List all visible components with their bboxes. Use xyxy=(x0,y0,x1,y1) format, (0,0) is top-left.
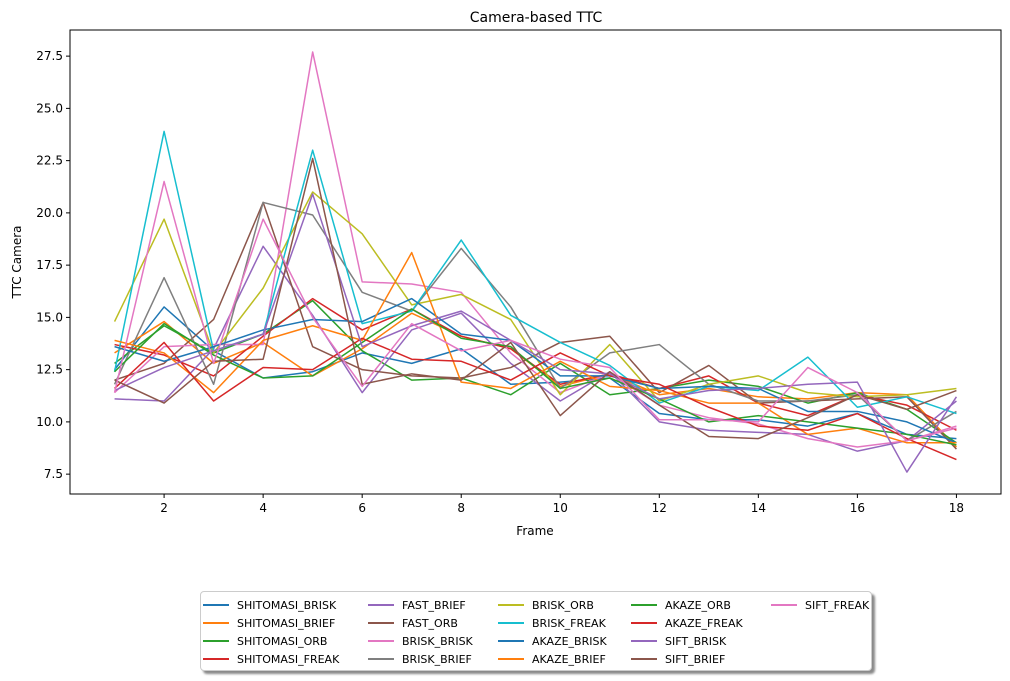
legend-item-brisk-brisk: BRISK_BRISK xyxy=(368,633,473,649)
legend-swatch xyxy=(368,604,394,606)
series-line-fast-brief xyxy=(114,245,957,452)
x-tick-label: 6 xyxy=(358,501,366,515)
series-line-akaze-freak xyxy=(114,337,957,461)
legend-label: SHITOMASI_ORB xyxy=(237,634,328,648)
legend-label: BRISK_BRIEF xyxy=(402,652,472,666)
legend-item-brisk-freak: BRISK_FREAK xyxy=(498,615,606,631)
legend-item-shitomasi-freak: SHITOMASI_FREAK xyxy=(203,651,339,667)
legend-item-shitomasi-orb: SHITOMASI_ORB xyxy=(203,633,327,649)
series-line-brisk-freak xyxy=(113,130,957,415)
legend-swatch xyxy=(203,658,229,660)
legend-label: SHITOMASI_FREAK xyxy=(237,652,340,666)
x-axis-label: Frame xyxy=(516,524,553,538)
legend-item-akaze-brief: AKAZE_BRIEF xyxy=(498,651,606,667)
legend-swatch xyxy=(771,604,797,606)
legend: SHITOMASI_BRISK SHITOMASI_BRIEF SHITOMASI_… xyxy=(200,591,872,671)
legend-label: SIFT_BRIEF xyxy=(665,652,726,666)
legend-item-brisk-orb: BRISK_ORB xyxy=(498,597,594,613)
legend-item-brisk-brief: BRISK_BRIEF xyxy=(368,651,472,667)
series-line-brisk-orb xyxy=(113,191,957,402)
legend-swatch xyxy=(368,640,394,642)
legend-item-fast-brief: FAST_BRIEF xyxy=(368,597,466,613)
series-line-sift-freak xyxy=(113,180,957,442)
legend-label: BRISK_FREAK xyxy=(532,616,606,630)
x-tick-label: 2 xyxy=(160,501,168,515)
series-line-akaze-brisk xyxy=(114,297,957,444)
legend-label: FAST_ORB xyxy=(402,616,458,630)
legend-swatch xyxy=(498,622,524,624)
y-axis: 7.5 10.0 12.5 15.0 17.5 20.0 22.5 25.0 27.5 xyxy=(36,49,70,481)
legend-label: FAST_BRIEF xyxy=(402,598,466,612)
x-tick-label: 18 xyxy=(949,501,964,515)
x-tick-label: 8 xyxy=(457,501,465,515)
x-tick-label: 12 xyxy=(652,501,667,515)
series-layer xyxy=(113,51,958,473)
x-tick-label: 16 xyxy=(850,501,865,515)
legend-swatch xyxy=(631,604,657,606)
x-tick-label: 10 xyxy=(553,501,568,515)
legend-label: AKAZE_BRISK xyxy=(532,634,607,648)
x-axis: 2 4 6 8 10 12 14 16 18 xyxy=(160,494,964,515)
legend-item-sift-brisk: SIFT_BRISK xyxy=(631,633,726,649)
legend-swatch xyxy=(498,604,524,606)
y-tick-label: 25.0 xyxy=(36,101,63,115)
legend-item-fast-orb: FAST_ORB xyxy=(368,615,458,631)
y-tick-label: 22.5 xyxy=(36,154,63,168)
plot-frame xyxy=(69,29,1002,495)
legend-item-akaze-brisk: AKAZE_BRISK xyxy=(498,633,607,649)
legend-label: AKAZE_ORB xyxy=(665,598,731,612)
legend-swatch xyxy=(631,658,657,660)
series-line-shitomasi-orb xyxy=(114,299,957,444)
series-line-akaze-brief xyxy=(114,251,957,444)
y-tick-label: 17.5 xyxy=(36,258,63,272)
legend-item-akaze-freak: AKAZE_FREAK xyxy=(631,615,743,631)
legend-swatch xyxy=(631,622,657,624)
legend-label: SIFT_BRISK xyxy=(665,634,727,648)
legend-item-sift-freak: SIFT_FREAK xyxy=(771,597,869,613)
y-axis-label: TTC Camera xyxy=(10,225,24,299)
series-line-brisk-brisk xyxy=(114,51,957,448)
legend-item-shitomasi-brief: SHITOMASI_BRIEF xyxy=(203,615,335,631)
legend-label: BRISK_BRISK xyxy=(402,634,473,648)
legend-swatch xyxy=(498,640,524,642)
legend-swatch xyxy=(631,640,657,642)
legend-swatch xyxy=(368,658,394,660)
legend-label: SHITOMASI_BRIEF xyxy=(237,616,336,630)
y-tick-label: 15.0 xyxy=(36,310,63,324)
x-tick-label: 4 xyxy=(259,501,267,515)
y-tick-label: 20.0 xyxy=(36,206,63,220)
legend-label: AKAZE_BRIEF xyxy=(532,652,606,666)
x-tick-label: 14 xyxy=(751,501,766,515)
legend-swatch xyxy=(203,604,229,606)
legend-item-shitomasi-brisk: SHITOMASI_BRISK xyxy=(203,597,336,613)
legend-swatch xyxy=(498,658,524,660)
legend-item-akaze-orb: AKAZE_ORB xyxy=(631,597,731,613)
legend-label: SIFT_FREAK xyxy=(805,598,870,612)
y-tick-label: 27.5 xyxy=(36,49,63,63)
legend-label: AKAZE_FREAK xyxy=(665,616,743,630)
chart-title: Camera-based TTC xyxy=(470,10,603,26)
series-line-brisk-brief xyxy=(113,201,957,442)
legend-swatch xyxy=(368,622,394,624)
legend-item-sift-brief: SIFT_BRIEF xyxy=(631,651,725,667)
y-tick-label: 10.0 xyxy=(36,415,63,429)
series-line-akaze-orb xyxy=(114,308,957,446)
series-line-sift-brisk xyxy=(114,193,958,473)
y-tick-label: 12.5 xyxy=(36,363,63,377)
legend-swatch xyxy=(203,622,229,624)
series-line-sift-brief xyxy=(114,157,957,440)
y-tick-label: 7.5 xyxy=(44,467,63,481)
legend-label: SHITOMASI_BRISK xyxy=(237,598,337,612)
legend-label: BRISK_ORB xyxy=(532,598,594,612)
legend-swatch xyxy=(203,640,229,642)
